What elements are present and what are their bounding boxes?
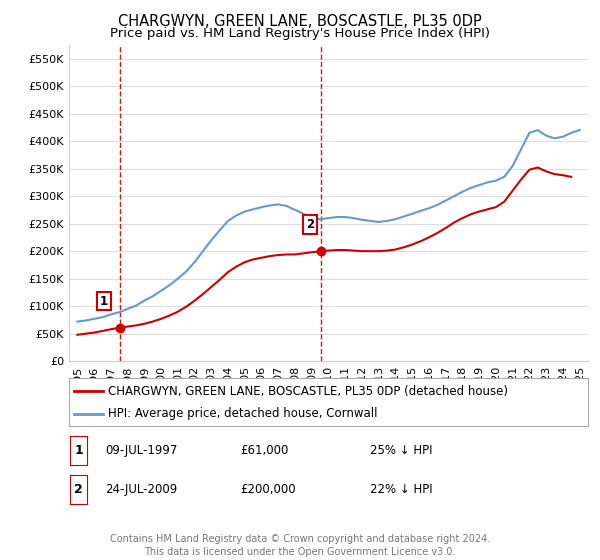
Text: 22% ↓ HPI: 22% ↓ HPI bbox=[370, 483, 433, 496]
Text: 1: 1 bbox=[100, 295, 108, 307]
Text: £61,000: £61,000 bbox=[240, 444, 289, 457]
Text: HPI: Average price, detached house, Cornwall: HPI: Average price, detached house, Corn… bbox=[108, 407, 377, 420]
Text: £200,000: £200,000 bbox=[240, 483, 296, 496]
Text: Price paid vs. HM Land Registry's House Price Index (HPI): Price paid vs. HM Land Registry's House … bbox=[110, 27, 490, 40]
Text: 24-JUL-2009: 24-JUL-2009 bbox=[106, 483, 178, 496]
Text: 1: 1 bbox=[74, 444, 83, 457]
Text: 09-JUL-1997: 09-JUL-1997 bbox=[106, 444, 178, 457]
Text: 2: 2 bbox=[306, 218, 314, 231]
Text: CHARGWYN, GREEN LANE, BOSCASTLE, PL35 0DP (detached house): CHARGWYN, GREEN LANE, BOSCASTLE, PL35 0D… bbox=[108, 385, 508, 398]
Text: Contains HM Land Registry data © Crown copyright and database right 2024.
This d: Contains HM Land Registry data © Crown c… bbox=[110, 534, 490, 557]
Text: 2: 2 bbox=[74, 483, 83, 496]
Text: 25% ↓ HPI: 25% ↓ HPI bbox=[370, 444, 433, 457]
Text: CHARGWYN, GREEN LANE, BOSCASTLE, PL35 0DP: CHARGWYN, GREEN LANE, BOSCASTLE, PL35 0D… bbox=[118, 14, 482, 29]
